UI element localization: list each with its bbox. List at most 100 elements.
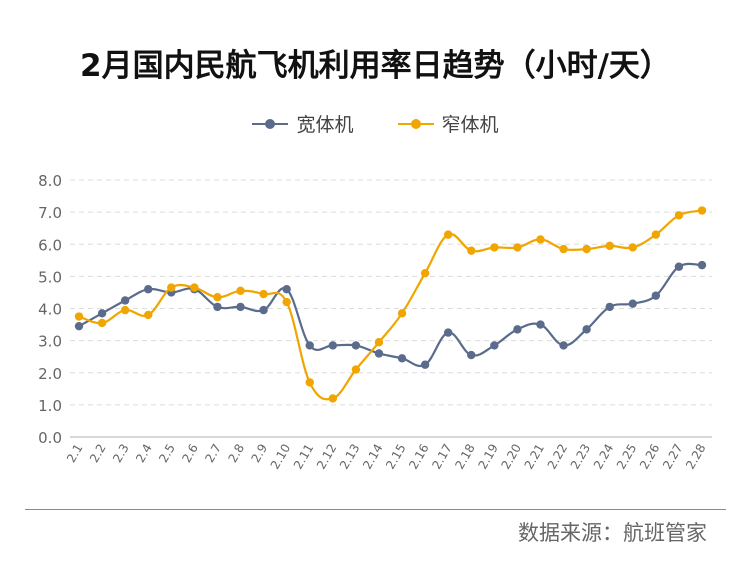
x-tick-label: 2.25 bbox=[614, 442, 639, 472]
data-point-wide bbox=[213, 302, 222, 312]
data-point-narrow bbox=[628, 243, 637, 252]
data-point-narrow bbox=[236, 286, 245, 296]
y-tick-label: 5.0 bbox=[38, 268, 62, 286]
data-point-narrow bbox=[167, 283, 176, 292]
data-point-wide bbox=[282, 285, 291, 294]
series-line-wide bbox=[78, 262, 703, 368]
data-point-wide bbox=[120, 296, 130, 305]
data-point-narrow bbox=[674, 211, 684, 220]
data-point-wide bbox=[605, 302, 614, 312]
data-point-narrow bbox=[443, 230, 453, 239]
x-tick-label: 2.12 bbox=[314, 442, 339, 472]
legend-swatch-wide bbox=[252, 118, 289, 130]
data-point-wide bbox=[144, 285, 153, 294]
data-point-wide bbox=[351, 341, 361, 350]
data-point-wide bbox=[513, 325, 522, 334]
series-line-narrow bbox=[78, 209, 703, 401]
data-point-narrow bbox=[490, 243, 499, 252]
data-point-narrow bbox=[282, 297, 291, 307]
x-tick-label: 2.14 bbox=[360, 442, 385, 472]
x-tick-label: 2.4 bbox=[133, 442, 155, 466]
x-tick-label: 2.1 bbox=[64, 442, 86, 466]
data-point-wide bbox=[674, 262, 684, 271]
x-tick-label: 2.22 bbox=[545, 442, 570, 472]
y-tick-label: 3.0 bbox=[38, 333, 62, 351]
data-point-narrow bbox=[513, 243, 522, 252]
data-point-wide bbox=[582, 325, 591, 334]
line-chart: 0.01.02.03.04.05.06.07.08.02.1 2.2 2.3 2.4 2… bbox=[38, 172, 712, 472]
y-tick-label: 2.0 bbox=[38, 365, 62, 383]
x-tick-label: 2.5 bbox=[156, 442, 178, 466]
chart-legend: 宽体机 窄体机 bbox=[0, 110, 751, 137]
x-tick-label: 2.24 bbox=[591, 442, 616, 472]
data-point-wide bbox=[559, 341, 568, 350]
data-point-wide bbox=[259, 305, 268, 315]
chart-title: 2月国内民航飞机利用率日趋势（小时/天） bbox=[80, 48, 671, 84]
data-point-narrow bbox=[351, 365, 361, 374]
data-point-wide bbox=[490, 341, 499, 350]
data-point-wide bbox=[74, 321, 84, 331]
x-tick-label: 2.9 bbox=[249, 442, 271, 466]
data-point-narrow bbox=[97, 318, 107, 328]
data-point-wide bbox=[420, 360, 430, 369]
y-tick-label: 7.0 bbox=[38, 204, 62, 222]
footer-divider bbox=[25, 509, 726, 510]
x-tick-label: 2.19 bbox=[475, 442, 500, 472]
x-tick-label: 2.15 bbox=[383, 442, 408, 472]
data-point-narrow bbox=[190, 283, 199, 292]
y-tick-label: 0.0 bbox=[38, 429, 62, 447]
data-point-wide bbox=[628, 299, 637, 308]
data-point-wide bbox=[305, 341, 314, 350]
legend-item-narrow[interactable]: 窄体机 bbox=[397, 110, 499, 137]
x-tick-label: 2.7 bbox=[202, 442, 224, 466]
y-tick-label: 4.0 bbox=[38, 301, 62, 319]
x-tick-label: 2.20 bbox=[499, 442, 524, 472]
data-point-narrow bbox=[467, 246, 476, 255]
data-point-wide bbox=[443, 328, 453, 337]
x-tick-label: 2.11 bbox=[291, 442, 316, 472]
data-point-narrow bbox=[120, 305, 130, 315]
legend-label-wide: 宽体机 bbox=[296, 114, 354, 136]
x-tick-label: 2.8 bbox=[225, 442, 247, 466]
data-point-narrow bbox=[397, 309, 407, 318]
y-tick-label: 8.0 bbox=[38, 172, 62, 190]
x-tick-label: 2.18 bbox=[452, 442, 477, 472]
x-tick-label: 2.23 bbox=[568, 442, 593, 472]
data-point-narrow bbox=[559, 244, 568, 254]
data-point-narrow bbox=[74, 312, 84, 321]
legend-item-wide[interactable]: 宽体机 bbox=[252, 110, 354, 137]
x-tick-label: 2.6 bbox=[179, 442, 201, 466]
data-point-wide bbox=[697, 260, 707, 270]
data-point-narrow bbox=[605, 241, 614, 251]
data-point-narrow bbox=[144, 310, 153, 320]
data-source: 数据来源：航班管家 bbox=[518, 521, 707, 545]
x-tick-label: 2.21 bbox=[522, 442, 547, 472]
data-point-wide bbox=[397, 354, 407, 363]
x-tick-label: 2.17 bbox=[429, 442, 454, 472]
x-tick-label: 2.2 bbox=[87, 442, 109, 466]
x-tick-label: 2.16 bbox=[406, 442, 431, 472]
y-tick-label: 6.0 bbox=[38, 236, 62, 254]
data-point-wide bbox=[236, 302, 245, 312]
x-tick-label: 2.28 bbox=[683, 442, 708, 472]
legend-swatch-narrow bbox=[397, 118, 434, 130]
data-point-narrow bbox=[651, 230, 661, 239]
data-point-wide bbox=[536, 320, 545, 329]
data-point-narrow bbox=[582, 244, 591, 254]
data-point-narrow bbox=[305, 378, 314, 387]
data-point-narrow bbox=[420, 268, 430, 278]
data-point-narrow bbox=[213, 293, 222, 302]
x-tick-label: 2.3 bbox=[110, 442, 132, 466]
data-point-wide bbox=[651, 291, 661, 300]
data-point-narrow bbox=[536, 235, 545, 244]
data-point-wide bbox=[97, 309, 107, 318]
x-tick-label: 2.10 bbox=[268, 442, 293, 472]
data-point-narrow bbox=[374, 338, 384, 347]
data-point-wide bbox=[328, 341, 338, 350]
data-point-wide bbox=[374, 349, 384, 358]
y-tick-label: 1.0 bbox=[38, 397, 62, 415]
data-point-narrow bbox=[697, 206, 707, 215]
x-tick-label: 2.27 bbox=[660, 442, 685, 472]
legend-label-narrow: 窄体机 bbox=[441, 114, 499, 136]
x-tick-label: 2.13 bbox=[337, 442, 362, 472]
